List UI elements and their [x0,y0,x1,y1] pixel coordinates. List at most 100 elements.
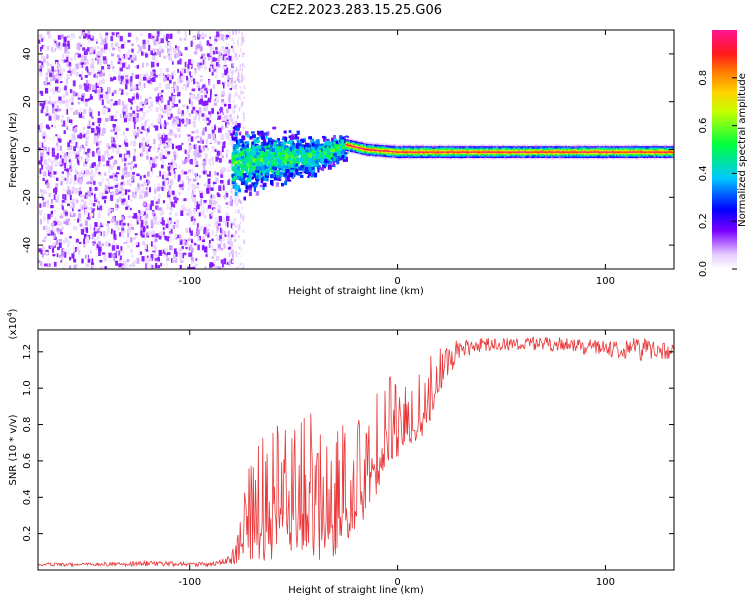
heatmap-cell [213,266,216,269]
heatmap-cell [352,144,355,146]
heatmap-cell [422,149,425,152]
heatmap-cell [286,176,290,181]
heatmap-cell [291,142,296,148]
heatmap-cell [400,153,403,156]
heatmap-cell [168,96,173,102]
heatmap-cell [368,142,371,144]
heatmap-cell [235,66,237,69]
heatmap-cell [102,196,106,200]
heatmap-cell [374,152,377,154]
heatmap-cell [307,171,312,177]
heatmap-cell [164,122,167,127]
heatmap-cell [232,126,236,130]
heatmap-cell [355,139,358,142]
heatmap-cell [89,182,92,188]
heatmap-cell [271,160,275,165]
heatmap-cell [191,183,195,189]
heatmap-cell [393,145,396,148]
heatmap-cell [286,161,291,165]
heatmap-cell [38,39,41,44]
heatmap-cell [242,112,245,116]
heatmap-cell [427,145,429,148]
heatmap-cell [207,178,211,185]
heatmap-cell [223,141,226,145]
heatmap-cell [411,149,413,152]
heatmap-cell [187,136,191,142]
heatmap-cell [79,203,83,210]
heatmap-cell [141,195,144,199]
heatmap-cell [73,246,75,252]
heatmap-cell [173,47,176,54]
heatmap-cell [112,147,115,153]
heatmap-cell [235,104,238,109]
heatmap-cell [376,145,378,148]
heatmap-cell [438,153,441,156]
heatmap-cell [195,96,199,101]
heatmap-cell [336,146,340,150]
heatmap-cell [63,36,67,42]
heatmap-cell [57,231,61,234]
heatmap-cell [302,160,305,164]
heatmap-cell [245,187,249,190]
heatmap-cell [437,148,439,151]
heatmap-cell [216,150,220,156]
heatmap-cell [154,163,158,168]
heatmap-cell [125,79,129,84]
heatmap-cell [48,116,52,121]
heatmap-cell [99,192,103,198]
heatmap-cell [333,152,337,158]
heatmap-cell [200,225,204,229]
heatmap-cell [255,177,258,181]
heatmap-cell [196,182,200,185]
heatmap-cell [294,165,298,168]
heatmap-cell [130,179,133,182]
heatmap-cell [430,153,432,156]
heatmap-cell [328,143,332,146]
heatmap-cell [438,152,441,155]
heatmap-cell [360,151,362,153]
heatmap-cell [380,143,383,145]
heatmap-cell [85,49,88,55]
heatmap-cell [63,162,66,169]
heatmap-cell [220,259,224,264]
heatmap-cell [61,120,66,127]
heatmap-cell [181,75,184,81]
heatmap-cell [106,143,110,148]
heatmap-cell [228,103,232,109]
heatmap-cell [370,155,372,158]
heatmap-cell [371,149,374,151]
heatmap-cell [160,73,164,77]
heatmap-cell [74,54,76,61]
heatmap-cell [137,252,141,255]
heatmap-cell [97,200,101,204]
heatmap-cell [425,156,428,158]
heatmap-cell [392,148,394,150]
heatmap-cell [239,139,244,144]
heatmap-cell [103,231,106,237]
heatmap-cell [259,171,263,176]
heatmap-cell [192,178,197,182]
heatmap-cell [39,34,43,39]
heatmap-cell [90,67,95,72]
heatmap-cell [240,48,242,53]
heatmap-cell [120,75,124,80]
heatmap-cell [204,170,207,175]
heatmap-cell [159,157,162,161]
heatmap-cell [190,216,194,222]
heatmap-cell [110,60,113,67]
heatmap-cell [150,254,154,259]
heatmap-cell [46,182,50,189]
heatmap-cell [166,204,169,210]
heatmap-cell [107,32,110,35]
heatmap-cell [195,148,199,154]
heatmap-cell [268,163,271,166]
heatmap-cell [242,103,244,106]
heatmap-cell [146,118,150,122]
heatmap-cell [289,160,293,164]
heatmap-cell [294,133,298,139]
heatmap-cell [138,101,142,107]
heatmap-cell [145,249,149,252]
heatmap-cell [192,260,195,267]
heatmap-cell [412,155,415,157]
heatmap-cell [110,129,114,132]
